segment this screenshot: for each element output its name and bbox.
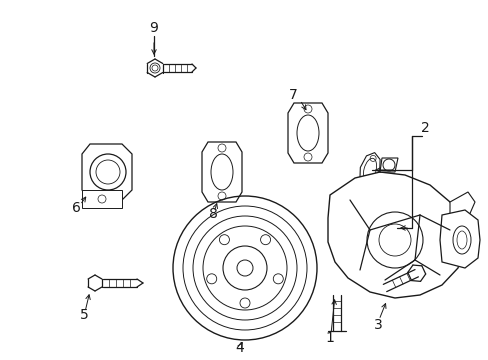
Text: 2: 2	[420, 121, 428, 135]
Polygon shape	[327, 172, 464, 298]
Polygon shape	[82, 190, 122, 208]
Text: 7: 7	[288, 88, 297, 102]
Polygon shape	[287, 103, 327, 163]
Polygon shape	[202, 142, 242, 202]
Text: 5: 5	[80, 308, 88, 322]
Text: 8: 8	[208, 207, 217, 221]
Polygon shape	[449, 192, 474, 218]
Text: 1: 1	[325, 331, 334, 345]
Polygon shape	[359, 153, 379, 188]
Text: 3: 3	[373, 318, 382, 332]
Text: 9: 9	[149, 21, 158, 35]
Polygon shape	[439, 210, 479, 268]
Text: 4: 4	[235, 341, 244, 355]
Polygon shape	[384, 211, 404, 246]
Text: 6: 6	[71, 201, 80, 215]
Polygon shape	[379, 158, 397, 172]
Polygon shape	[82, 144, 132, 200]
